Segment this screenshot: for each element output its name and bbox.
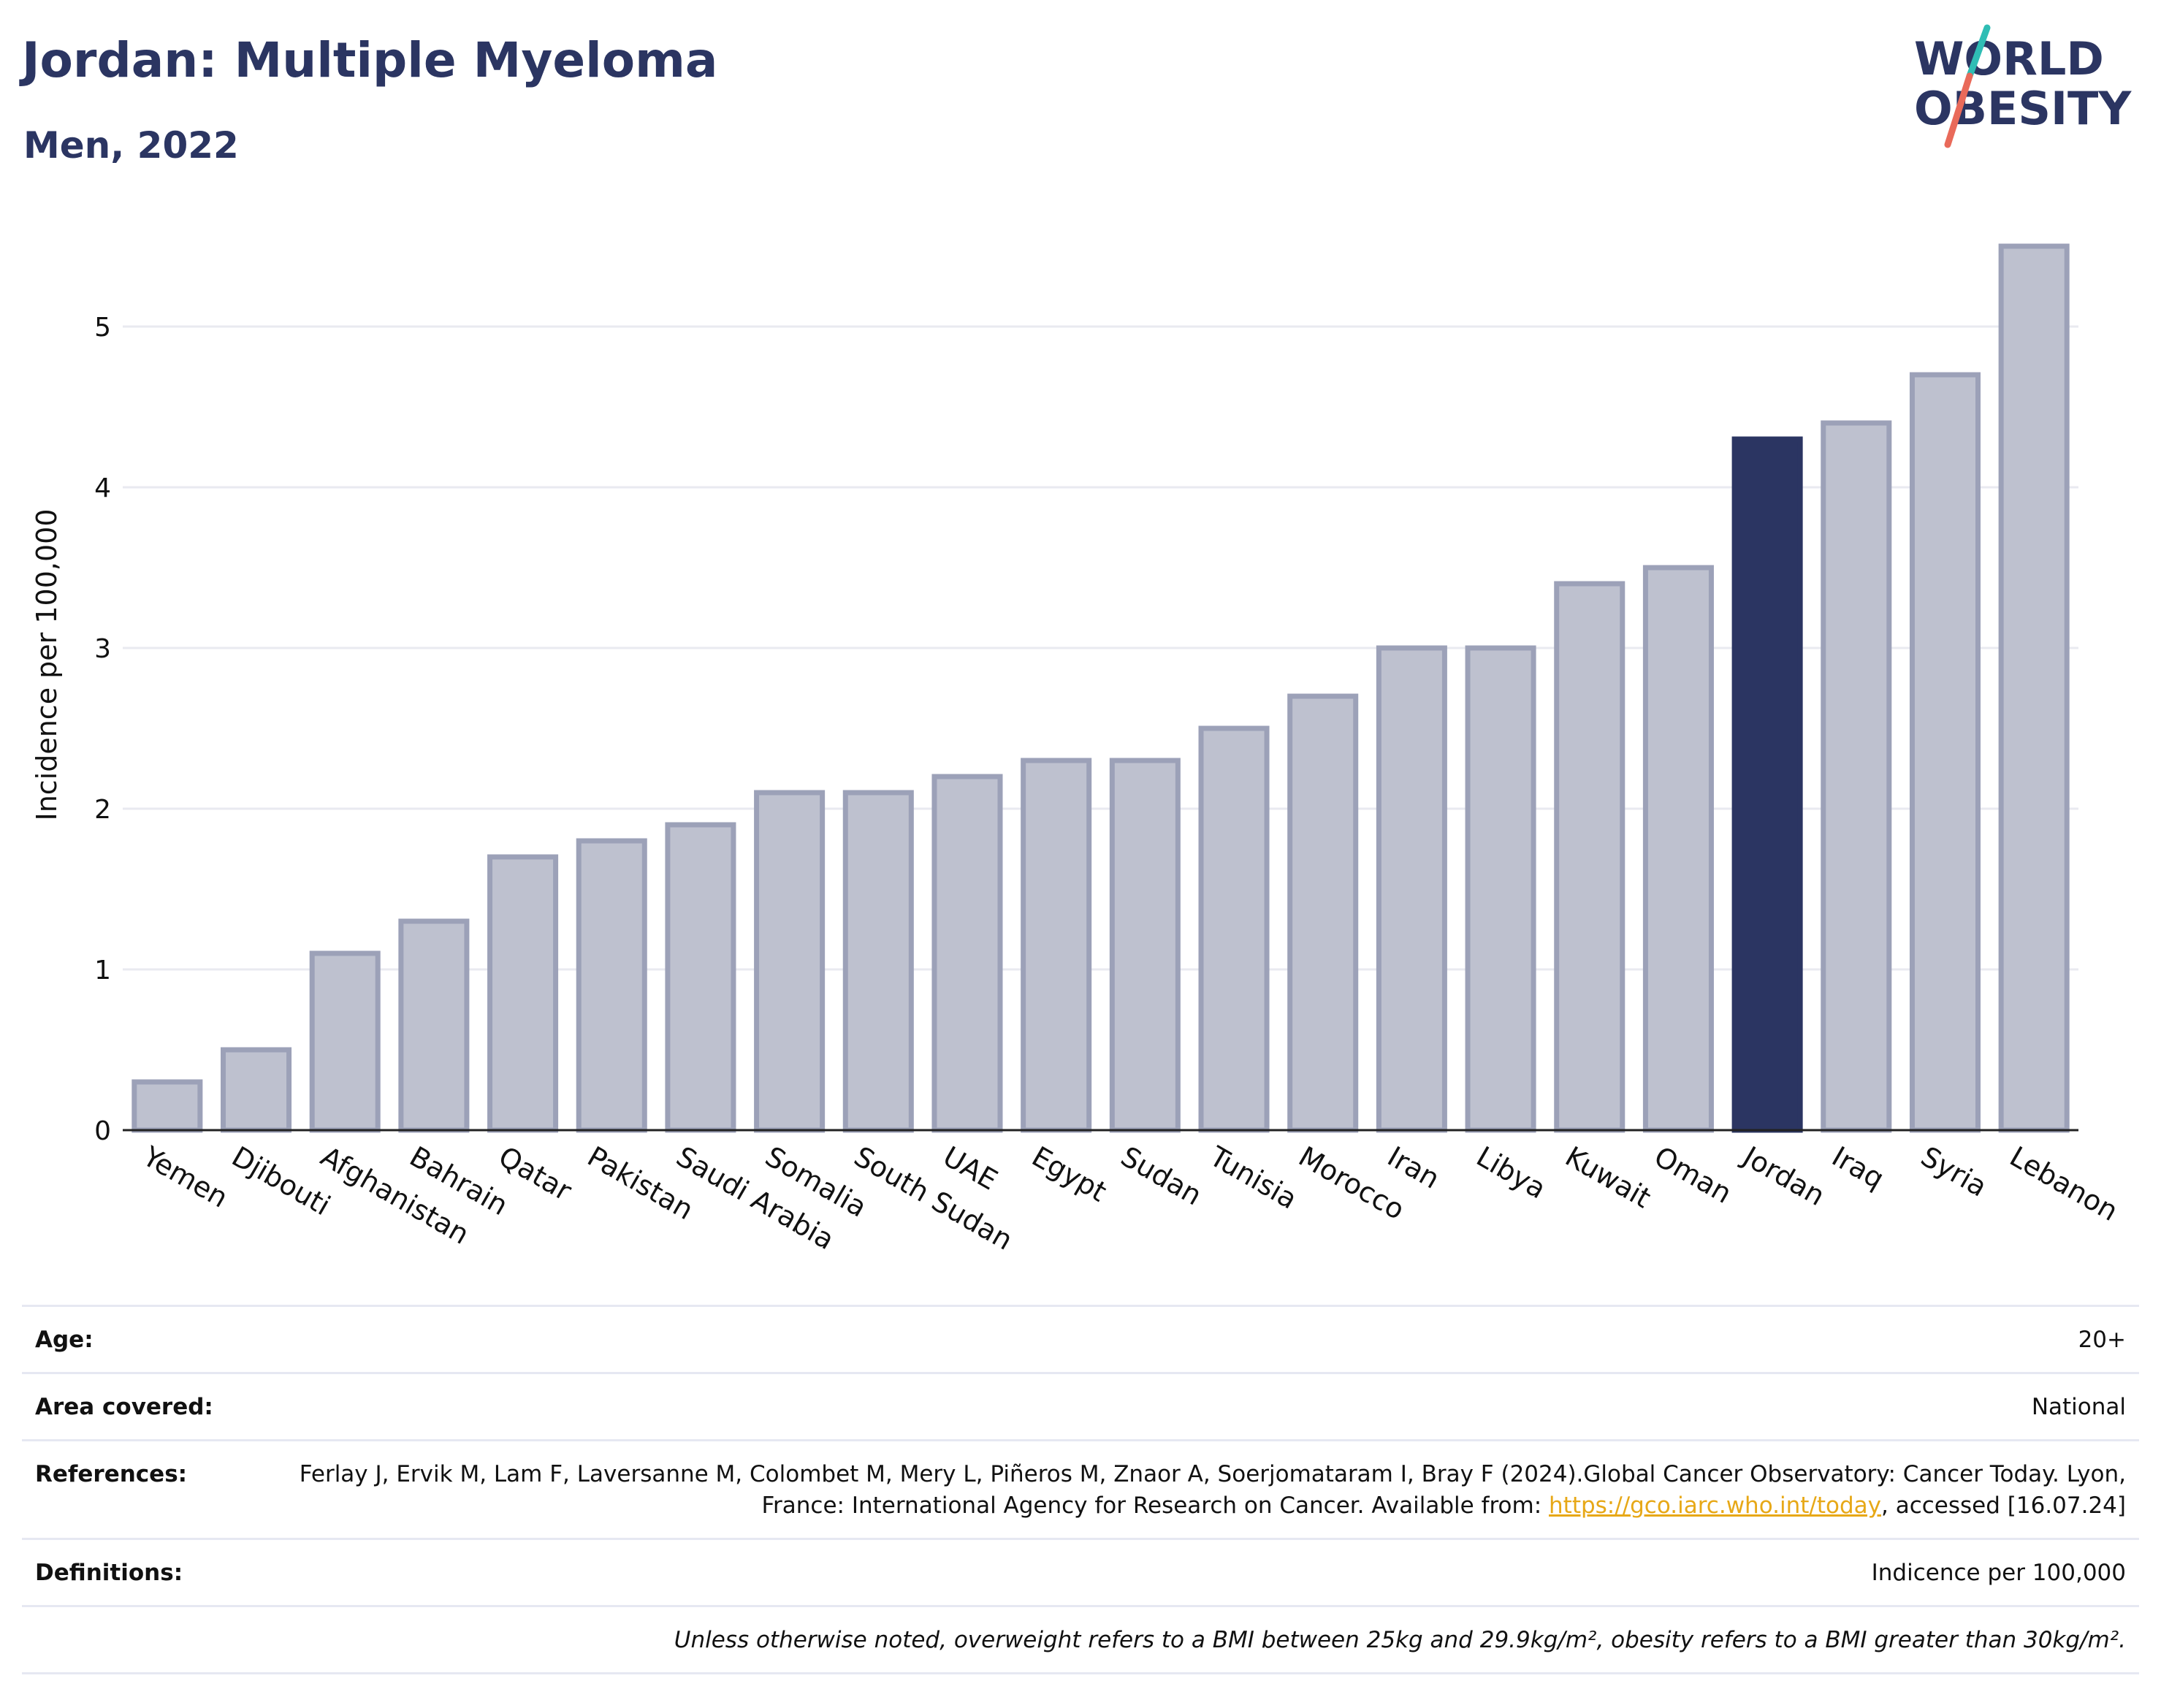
definitions-value: Indicence per 100,000 [1871,1560,2126,1586]
x-tick-label: Afghanistan [316,1140,475,1251]
age-label: Age: [35,1327,94,1353]
y-tick-label: 1 [94,956,111,985]
bar [1109,758,1181,1133]
bar [665,822,736,1133]
bar [1554,581,1625,1133]
y-tick-label: 4 [94,473,111,503]
x-tick-label: Egypt [1026,1140,1112,1208]
x-tick-label: Jordan [1737,1140,1830,1213]
references-text-start: Ferlay J, Ervik M, Lam F, Laversanne M, … [299,1461,2126,1519]
bar [754,790,826,1133]
bar [576,838,647,1133]
bar [1821,420,1892,1133]
bar [1465,645,1536,1133]
y-tick-label: 2 [94,795,111,825]
x-tick-label: Syria [1916,1140,1992,1203]
bar [931,774,1003,1133]
area-value: National [2031,1394,2126,1420]
age-value: 20+ [2078,1327,2126,1353]
bar [1287,693,1359,1133]
x-tick-label: Libya [1471,1140,1552,1205]
meta-row-references: References: Ferlay J, Ervik M, Lam F, La… [22,1439,2139,1538]
bar-chart: 012345YemenDjiboutiAfghanistanBahrainQat… [31,243,2124,1257]
x-tick-label: South Sudan [849,1140,1018,1257]
page-subtitle: Men, 2022 [23,124,239,167]
definitions-label: Definitions: [35,1560,183,1586]
references-value: Ferlay J, Ervik M, Lam F, Laversanne M, … [187,1459,2126,1522]
bar [132,1079,203,1133]
x-tick-label: Tunisia [1204,1140,1303,1216]
x-tick-label: Oman [1649,1140,1737,1210]
bar [1909,372,1981,1133]
bar [398,918,470,1133]
meta-row-definitions: Definitions: Indicence per 100,000 [22,1538,2139,1605]
bar [1998,243,2070,1133]
bar [842,790,914,1133]
area-label: Area covered: [35,1394,213,1420]
y-tick-label: 3 [94,634,111,664]
bars [132,243,2070,1133]
y-tick-label: 5 [94,313,111,343]
x-tick-label: Kuwait [1560,1140,1656,1215]
bar-highlight [1731,436,1803,1133]
meta-row-note: Unless otherwise noted, overweight refer… [22,1605,2139,1674]
x-tick-label: Lebanon [2005,1140,2124,1227]
x-tick-label: Yemen [137,1140,233,1214]
y-axis-label: Incidence per 100,000 [31,508,63,820]
bar [1376,645,1447,1133]
y-tick-label: 0 [94,1116,111,1146]
bar [1021,758,1092,1133]
bar [487,854,559,1133]
page-title: Jordan: Multiple Myeloma [22,32,718,88]
logo-word-world: WORLD [1914,32,2104,85]
references-text-end: , accessed [16.07.24] [1880,1492,2126,1519]
x-tick-label: Sudan [1116,1140,1208,1212]
bar [1198,725,1270,1133]
bar [1642,565,1714,1133]
x-tick-label: Djibouti [226,1140,336,1222]
bmi-note: Unless otherwise noted, overweight refer… [674,1627,2126,1653]
references-label: References: [35,1461,188,1487]
metadata-table: Age: 20+ Area covered: National Referenc… [22,1305,2139,1674]
bar [309,950,381,1133]
meta-row-area: Area covered: National [22,1372,2139,1439]
world-obesity-logo: WORLD OBESITY [1914,24,2132,148]
x-tick-label: Iraq [1826,1140,1889,1195]
bar [221,1047,292,1133]
logo-slash-top [1966,24,1991,80]
logo-slash-bottom [1944,72,1973,148]
meta-row-age: Age: 20+ [22,1305,2139,1372]
references-link[interactable]: https://gco.iarc.who.int/today [1549,1492,1881,1519]
